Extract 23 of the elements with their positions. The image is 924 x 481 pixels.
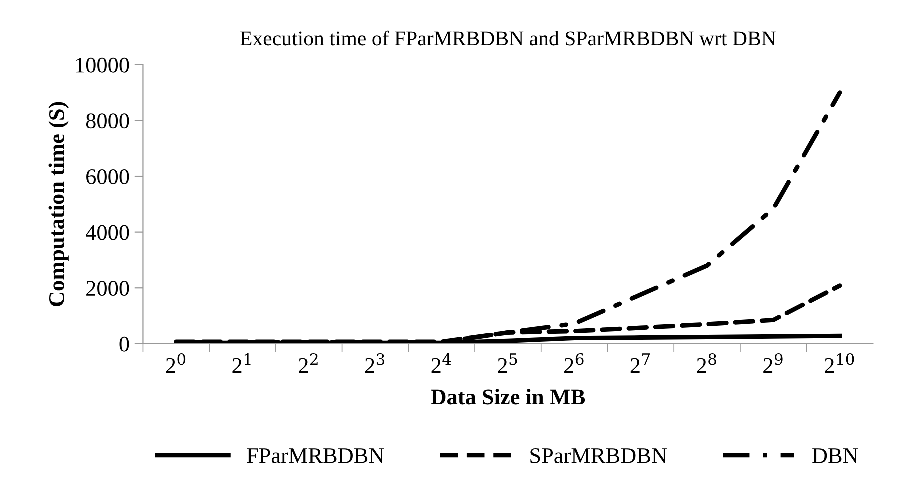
x-tick-label: 2$^{0}$ bbox=[166, 353, 186, 374]
legend-label: DBN bbox=[812, 448, 858, 464]
x-tick-label: 2$^{1}$ bbox=[232, 353, 251, 374]
legend-label: SParMRBDBN bbox=[530, 448, 667, 464]
x-tick-label: 2$^{8}$ bbox=[697, 353, 716, 374]
chart-title: Execution time of FParMRBDBN and SParMRBDBN wrt DBN bbox=[240, 30, 776, 46]
x-tick-label: 2$^{2}$ bbox=[299, 353, 318, 374]
x-tick-label: 2$^{5}$ bbox=[498, 354, 518, 374]
x-tick-label: 2$^{7}$ bbox=[630, 354, 650, 374]
y-tick-label: 10000 bbox=[76, 58, 130, 73]
y-tick-label: 8000 bbox=[86, 114, 130, 129]
x-tick-label: 2$^{3}$ bbox=[365, 353, 385, 374]
legend-label: FParMRBDBN bbox=[247, 448, 384, 464]
y-tick-label: 4000 bbox=[86, 225, 130, 240]
y-tick-label: 6000 bbox=[86, 169, 130, 184]
y-tick-label: 0 bbox=[120, 336, 130, 352]
y-axis-title: Computation time (S) bbox=[48, 102, 69, 306]
x-tick-label: 2$^{10}$ bbox=[825, 353, 854, 374]
y-tick-label: 2000 bbox=[86, 281, 130, 296]
x-tick-label: 2$^{4}$ bbox=[432, 353, 452, 374]
x-tick-label: 2$^{6}$ bbox=[564, 353, 584, 374]
x-axis-title: Data Size in MB bbox=[431, 389, 586, 405]
x-tick-label: 2$^{9}$ bbox=[764, 353, 783, 374]
